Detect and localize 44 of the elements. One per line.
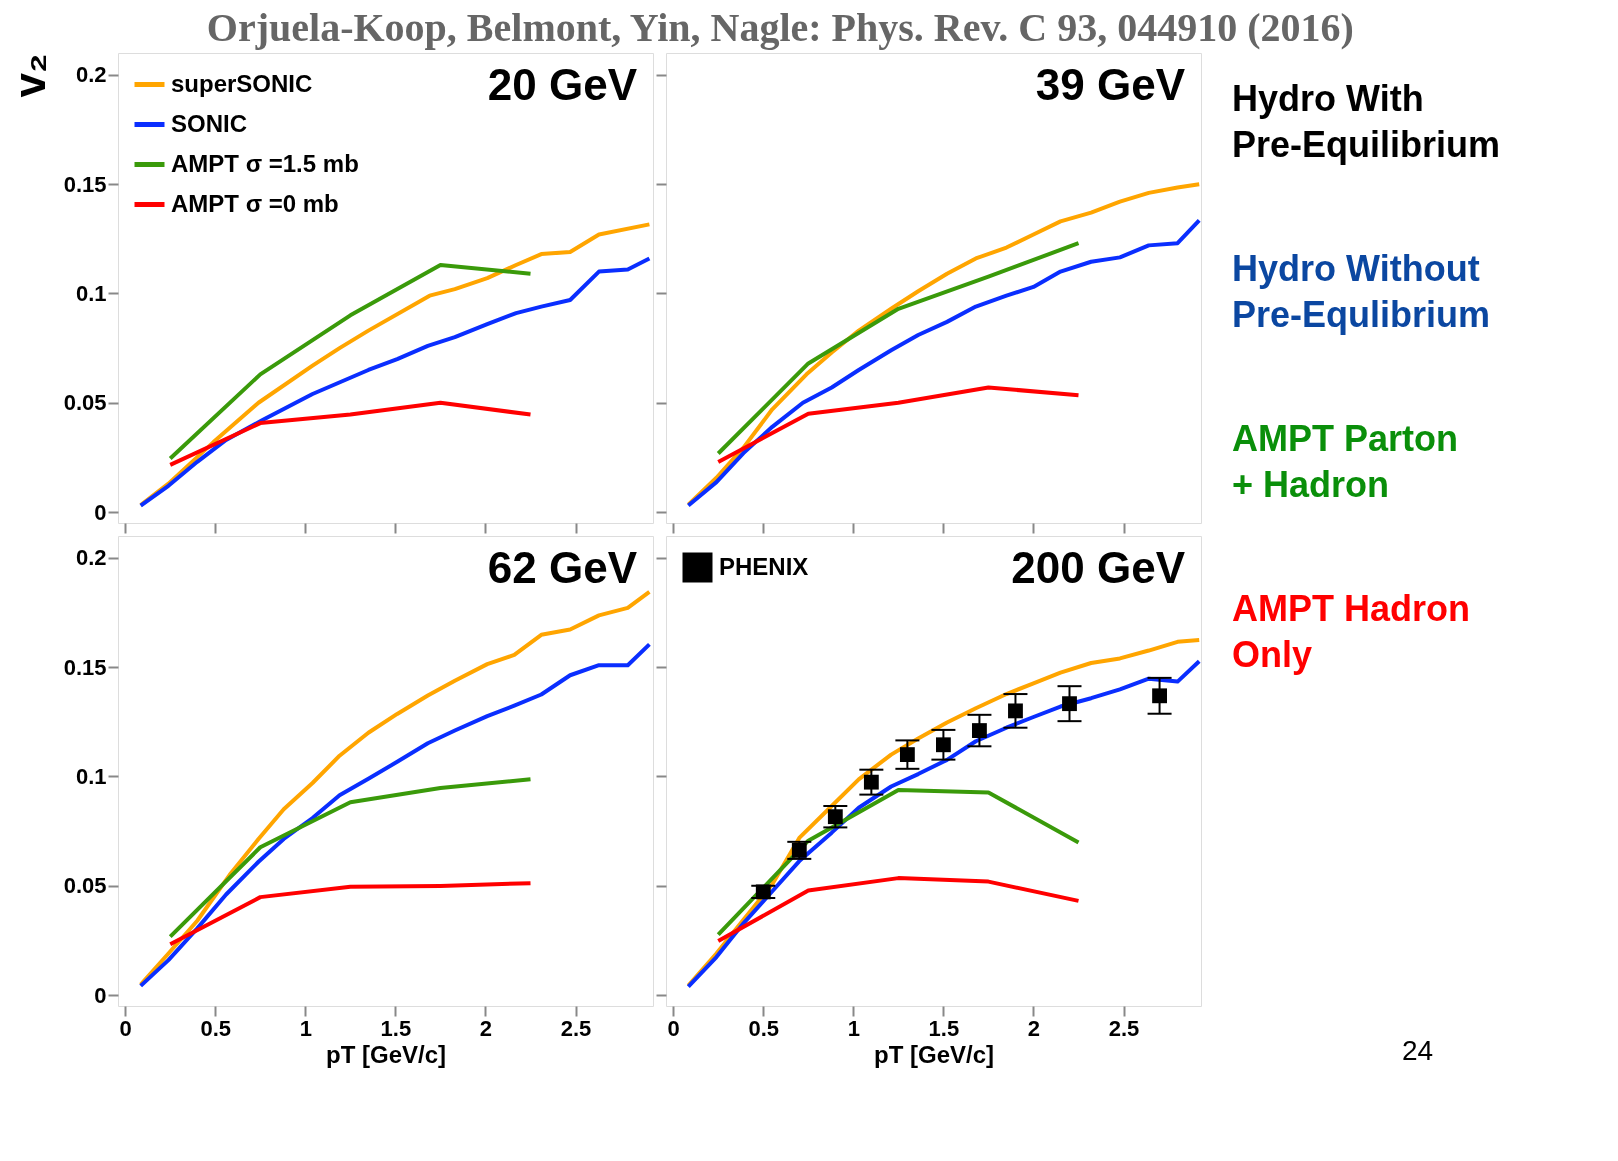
x-tick-label: 1.5: [380, 1015, 412, 1041]
line-series: [168, 777, 533, 939]
line-series: [168, 881, 533, 947]
y-tick-label: 0: [94, 982, 107, 1008]
legend-label: PHENIX: [719, 552, 809, 580]
x-tick-label: 2: [1027, 1015, 1041, 1041]
y-tick-label: 0.05: [63, 390, 107, 416]
y-tick-label: 0.1: [75, 763, 107, 789]
x-axis-title: pT [GeV/c]: [873, 1040, 995, 1068]
line-series: [168, 400, 533, 467]
y-tick-label: 0.05: [63, 873, 107, 899]
legend-label: AMPT σ =1.5 mb: [171, 149, 359, 177]
annotation: 39 GeV: [1035, 60, 1186, 109]
x-tick-label: 2.5: [1108, 1015, 1140, 1041]
text: 24: [1402, 1035, 1434, 1066]
text: AMPT Hadron Only: [1232, 588, 1470, 675]
x-tick-label: 1: [299, 1015, 312, 1041]
y-tick-label: 0.2: [75, 545, 107, 571]
text: Hydro Without Pre-Equlibrium: [1232, 248, 1491, 335]
legend-label: superSONIC: [171, 69, 313, 97]
legend-label: SONIC: [171, 109, 248, 137]
y-tick-label: 0: [94, 499, 107, 525]
annotation: 62 GeV: [487, 543, 638, 592]
x-tick-label: 1.5: [928, 1015, 960, 1041]
text: AMPT Parton + Hadron: [1232, 418, 1459, 505]
x-axis-title: pT [GeV/c]: [325, 1040, 447, 1068]
y-axis-title: v₂: [4, 53, 54, 98]
x-tick-label: 2.5: [560, 1015, 592, 1041]
x-tick-label: 0.5: [200, 1015, 232, 1041]
legend-label: AMPT σ =0 mb: [171, 189, 339, 217]
x-tick-label: 2: [479, 1015, 493, 1041]
y-tick-label: 0.15: [63, 654, 107, 680]
annotation: 20 GeV: [487, 60, 638, 109]
y-tick-label: 0.1: [75, 280, 107, 306]
y-tick-label: 0.2: [75, 62, 107, 88]
annotation: 200 GeV: [1011, 543, 1186, 592]
x-tick-label: 0: [119, 1015, 132, 1041]
text: Hydro With Pre-Equilibrium: [1232, 78, 1501, 165]
y-tick-label: 0.15: [63, 171, 107, 197]
x-tick-label: 0.5: [748, 1015, 780, 1041]
line-series: [168, 263, 533, 461]
x-tick-label: 0: [667, 1015, 680, 1041]
text: Orjuela-Koop, Belmont, Yin, Nagle: Phys. Rev. C 93, 044910 (2016): [206, 4, 1354, 50]
x-tick-label: 1: [847, 1015, 860, 1041]
